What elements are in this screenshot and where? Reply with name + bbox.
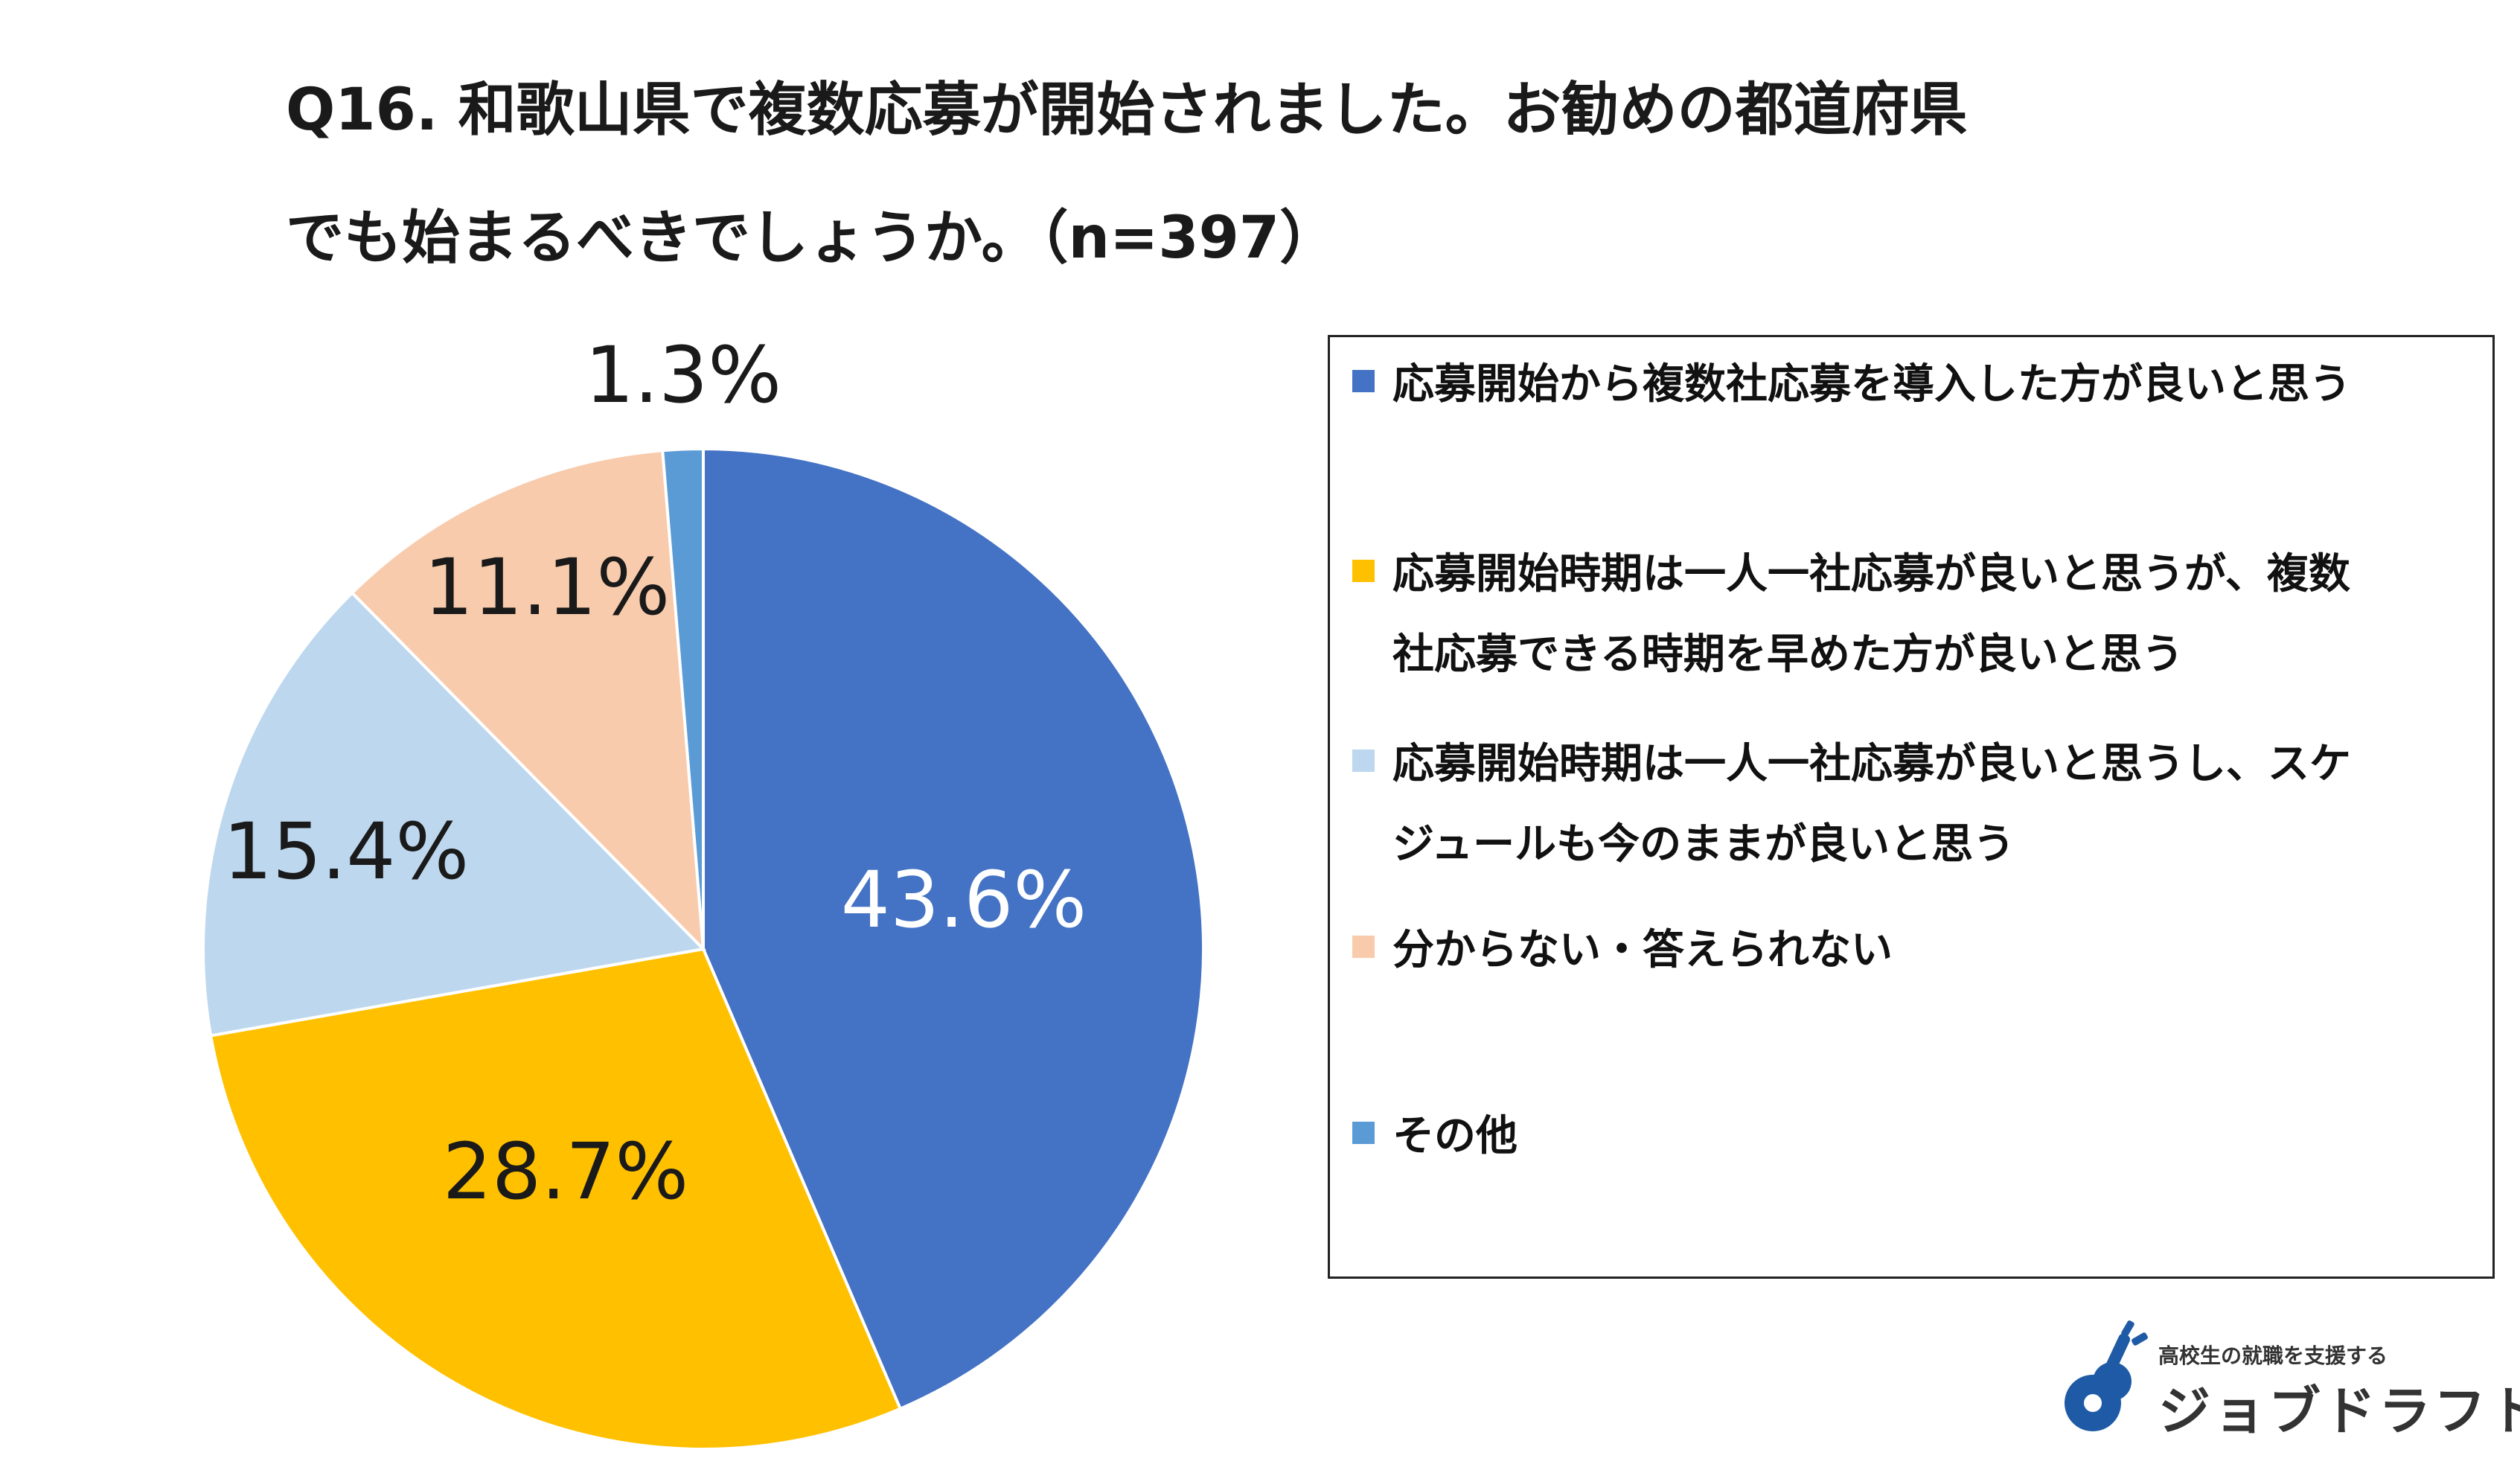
brand-logo: 高校生の就職を支援する ジョブドラフト bbox=[2047, 1317, 2520, 1444]
data-label-1: 43.6% bbox=[841, 854, 1087, 945]
data-label-4: 11.1% bbox=[424, 542, 670, 633]
legend-label-3-line-2: ジュールも今のままが良いと思う bbox=[1392, 820, 2015, 869]
pie-slice-2 bbox=[208, 947, 903, 1451]
pie-slice-3 bbox=[202, 590, 707, 1038]
legend-swatch-5 bbox=[1352, 1122, 1375, 1144]
legend-swatch-4 bbox=[1352, 936, 1375, 958]
legend-swatch-1 bbox=[1352, 370, 1375, 392]
chart-title-line-2: でも始まるべきでしょうか。（n=397） bbox=[286, 205, 1338, 272]
legend-label-3: 応募開始時期は一人一社応募が良いと思うし、スケ ジュールも今のままが良いと思う bbox=[1352, 724, 2469, 885]
legend-label-5: その他 bbox=[1352, 1096, 2469, 1177]
chart-title: Q16. 和歌山県で複数応募が開始されました。お勧めの都道府県 でも始まるべきで… bbox=[286, 46, 2295, 302]
chart-title-line-1: Q16. 和歌山県で複数応募が開始されました。お勧めの都道府県 bbox=[286, 77, 1968, 144]
legend-swatch-2 bbox=[1352, 560, 1375, 582]
data-label-5: 1.3% bbox=[585, 330, 781, 421]
guitar-logo-icon bbox=[2065, 1320, 2148, 1431]
legend-label-4-line-1: 分からない・答えられない bbox=[1392, 926, 1893, 974]
legend-item-5: その他 bbox=[1352, 1096, 2469, 1177]
legend-swatch-3 bbox=[1352, 750, 1375, 772]
legend-label-1: 応募開始から複数社応募を導入した方が良いと思う bbox=[1352, 345, 2469, 425]
pie-slice-1 bbox=[702, 447, 1205, 1411]
data-label-2: 28.7% bbox=[443, 1126, 688, 1217]
pie-slice-4 bbox=[350, 449, 706, 953]
legend: 応募開始から複数社応募を導入した方が良いと思う 応募開始時期は一人一社応募が良い… bbox=[1328, 335, 2495, 1279]
legend-label-2: 応募開始時期は一人一社応募が良いと思うが、複数 社応募できる時期を早めた方が良い… bbox=[1352, 534, 2469, 695]
legend-item-4: 分からない・答えられない bbox=[1352, 910, 2469, 991]
brand-name: ジョブドラフト bbox=[2158, 1381, 2520, 1442]
legend-item-1: 応募開始から複数社応募を導入した方が良いと思う bbox=[1352, 345, 2469, 425]
data-label-3: 15.4% bbox=[223, 806, 469, 897]
legend-label-4: 分からない・答えられない bbox=[1352, 910, 2469, 991]
legend-item-2: 応募開始時期は一人一社応募が良いと思うが、複数 社応募できる時期を早めた方が良い… bbox=[1352, 534, 2469, 695]
legend-item-3: 応募開始時期は一人一社応募が良いと思うし、スケ ジュールも今のままが良いと思う bbox=[1352, 724, 2469, 885]
brand-tagline: 高校生の就職を支援する bbox=[2158, 1343, 2388, 1368]
legend-label-1-line-1: 応募開始から複数社応募を導入した方が良いと思う bbox=[1392, 360, 2351, 409]
legend-label-5-line-1: その他 bbox=[1392, 1112, 1518, 1160]
legend-label-2-line-2: 社応募できる時期を早めた方が良いと思う bbox=[1392, 630, 2184, 679]
legend-label-3-line-1: 応募開始時期は一人一社応募が良いと思うし、スケ bbox=[1392, 740, 2351, 788]
legend-label-2-line-1: 応募開始時期は一人一社応募が良いと思うが、複数 bbox=[1392, 550, 2350, 598]
pie-slice-5 bbox=[661, 447, 705, 950]
